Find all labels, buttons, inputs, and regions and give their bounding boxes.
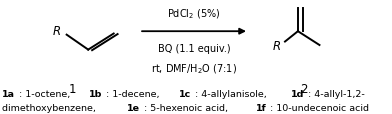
Text: 1c: 1c [179,90,191,98]
Text: : 4-allyl-1,2-: : 4-allyl-1,2- [309,90,365,98]
Text: dimethoxybenzene,: dimethoxybenzene, [2,103,99,112]
Text: 1f: 1f [256,103,267,112]
Text: O: O [296,0,305,1]
Text: 1d: 1d [291,90,305,98]
Text: rt, DMF/H$_2$O (7:1): rt, DMF/H$_2$O (7:1) [151,62,237,75]
Text: : 1-octene,: : 1-octene, [19,90,73,98]
Text: : 1-decene,: : 1-decene, [106,90,163,98]
Text: R: R [272,39,280,52]
Text: : 4-allylanisole,: : 4-allylanisole, [195,90,269,98]
Text: R: R [53,24,61,37]
Text: BQ (1.1 equiv.): BQ (1.1 equiv.) [158,43,230,53]
Text: : 10-undecenoic acid: : 10-undecenoic acid [270,103,369,112]
Text: 1: 1 [69,82,76,95]
Text: 2: 2 [300,82,308,95]
Text: : 5-hexenoic acid,: : 5-hexenoic acid, [144,103,231,112]
Text: 1e: 1e [127,103,140,112]
Text: 1b: 1b [89,90,102,98]
Text: 1a: 1a [2,90,15,98]
Text: PdCl$_2$ (5%): PdCl$_2$ (5%) [167,7,221,21]
